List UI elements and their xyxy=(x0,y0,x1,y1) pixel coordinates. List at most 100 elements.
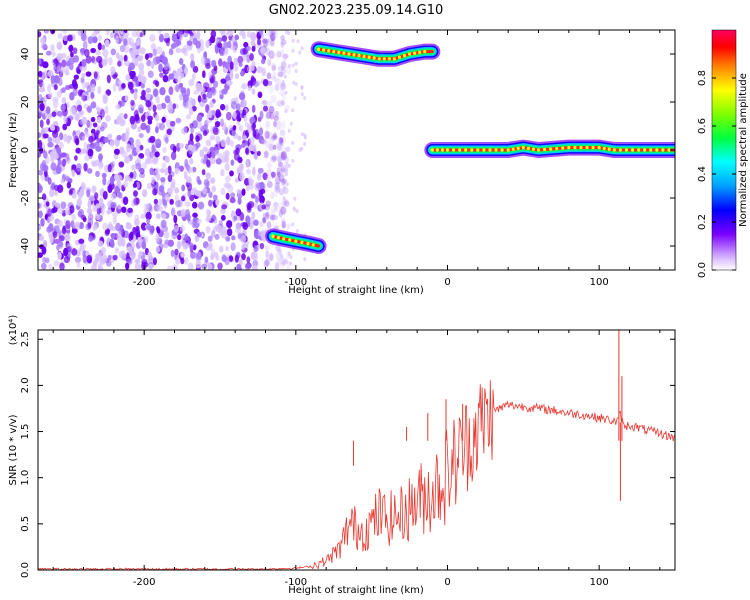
noise-speck xyxy=(131,75,139,82)
noise-speck xyxy=(192,37,198,46)
noise-speck xyxy=(224,104,229,112)
noise-speck xyxy=(209,101,214,108)
noise-speck xyxy=(246,256,251,264)
noise-speck xyxy=(138,133,144,139)
noise-speck xyxy=(263,260,269,268)
noise-speck xyxy=(267,30,272,37)
noise-speck xyxy=(117,80,122,86)
noise-speck xyxy=(125,262,130,270)
trace-peak-dot xyxy=(413,51,417,55)
noise-speck xyxy=(296,39,300,44)
noise-speck xyxy=(243,41,249,48)
noise-speck xyxy=(95,203,101,209)
noise-speck xyxy=(286,264,291,270)
trace-peak-dot xyxy=(387,57,391,61)
noise-speck xyxy=(253,245,259,253)
noise-speck xyxy=(177,30,184,38)
noise-speck xyxy=(274,84,280,92)
noise-speck xyxy=(251,251,258,259)
noise-speck xyxy=(151,144,156,153)
noise-speck xyxy=(283,200,290,207)
noise-speck xyxy=(186,40,193,47)
noise-speck xyxy=(167,174,173,183)
noise-speck xyxy=(280,82,286,91)
noise-speck xyxy=(81,94,86,101)
noise-speck xyxy=(252,122,256,130)
noise-speck xyxy=(219,46,226,52)
noise-speck xyxy=(255,195,260,203)
x-tick-label: -200 xyxy=(133,577,156,588)
noise-speck xyxy=(131,30,138,38)
noise-speck xyxy=(207,235,213,242)
noise-speck xyxy=(129,50,135,57)
noise-speck xyxy=(273,120,278,128)
noise-speck xyxy=(295,209,299,214)
noise-speck xyxy=(124,156,131,164)
noise-speck xyxy=(164,194,170,203)
noise-speck xyxy=(101,172,107,179)
noise-speck xyxy=(99,141,104,148)
noise-speck xyxy=(192,212,198,218)
noise-speck xyxy=(115,104,121,110)
trace-peak-dot xyxy=(637,148,641,152)
noise-speck xyxy=(300,85,304,90)
noise-speck xyxy=(208,82,213,88)
noise-speck xyxy=(53,238,60,244)
y-tick-label: 1.0 xyxy=(20,470,31,486)
noise-speck xyxy=(285,30,289,35)
noise-speck xyxy=(221,225,227,235)
noise-speck xyxy=(62,34,69,42)
noise-speck xyxy=(160,219,167,229)
noise-speck xyxy=(66,246,72,253)
noise-speck xyxy=(177,234,182,241)
noise-speck xyxy=(298,147,302,152)
trace-peak-dot xyxy=(430,148,434,152)
noise-speck xyxy=(293,96,297,101)
noise-speck xyxy=(209,177,215,184)
noise-speck xyxy=(182,126,188,135)
trace-peak-dot xyxy=(392,57,397,61)
noise-speck xyxy=(101,58,108,67)
noise-speck xyxy=(48,91,53,98)
noise-speck xyxy=(38,139,43,149)
noise-speck xyxy=(54,202,60,208)
figure-title: GN02.2023.235.09.14.G10 xyxy=(269,3,444,18)
noise-speck xyxy=(235,103,241,113)
noise-speck xyxy=(149,135,156,143)
noise-speck xyxy=(247,200,255,209)
noise-speck xyxy=(270,156,277,163)
noise-speck xyxy=(126,246,133,252)
noise-speck xyxy=(226,80,233,86)
noise-speck xyxy=(251,88,256,95)
noise-speck xyxy=(285,156,289,164)
noise-speck xyxy=(244,122,249,128)
noise-speck xyxy=(47,177,52,185)
noise-speck xyxy=(273,185,279,192)
trace-peak-dot xyxy=(597,146,601,150)
noise-speck xyxy=(203,82,210,90)
trace-peak-dot xyxy=(618,148,623,152)
noise-speck xyxy=(101,203,106,210)
trace-peak-dot xyxy=(271,234,275,238)
noise-speck xyxy=(279,138,285,144)
noise-speck xyxy=(76,104,83,112)
noise-speck xyxy=(261,204,267,210)
noise-speck xyxy=(195,142,201,148)
noise-speck xyxy=(88,194,95,202)
noise-speck xyxy=(195,82,201,91)
noise-speck xyxy=(160,176,166,183)
noise-speck xyxy=(269,111,275,120)
noise-speck xyxy=(151,176,155,185)
noise-speck xyxy=(140,213,146,219)
noise-speck xyxy=(118,192,123,199)
noise-speck xyxy=(92,36,98,44)
noise-speck xyxy=(300,132,304,137)
noise-speck xyxy=(197,95,202,103)
noise-speck xyxy=(273,110,280,117)
noise-speck xyxy=(220,168,225,177)
noise-speck xyxy=(112,254,118,261)
noise-speck xyxy=(74,155,78,161)
noise-speck xyxy=(274,206,279,212)
noise-speck xyxy=(280,206,287,215)
noise-speck xyxy=(283,74,287,79)
